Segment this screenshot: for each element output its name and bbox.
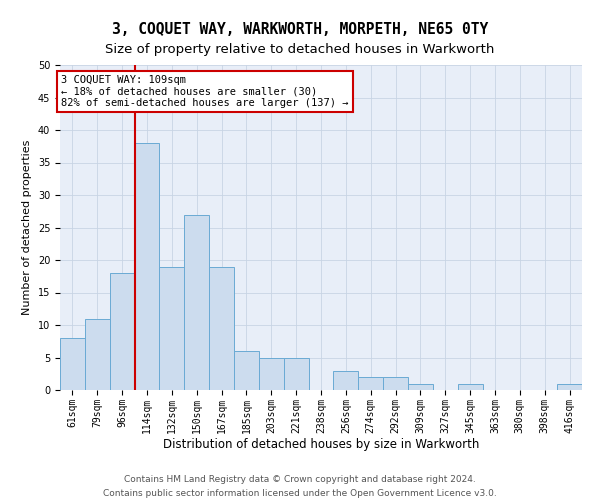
Bar	[259, 358, 284, 390]
Bar	[209, 266, 234, 390]
Text: 3, COQUET WAY, WARKWORTH, MORPETH, NE65 0TY: 3, COQUET WAY, WARKWORTH, MORPETH, NE65 …	[112, 22, 488, 38]
Text: 3 COQUET WAY: 109sqm
← 18% of detached houses are smaller (30)
82% of semi-detac: 3 COQUET WAY: 109sqm ← 18% of detached h…	[61, 74, 349, 108]
Bar	[358, 377, 383, 390]
Text: Contains HM Land Registry data © Crown copyright and database right 2024.
Contai: Contains HM Land Registry data © Crown c…	[103, 476, 497, 498]
X-axis label: Distribution of detached houses by size in Warkworth: Distribution of detached houses by size …	[163, 438, 479, 452]
Bar	[60, 338, 85, 390]
Y-axis label: Number of detached properties: Number of detached properties	[22, 140, 32, 315]
Text: Size of property relative to detached houses in Warkworth: Size of property relative to detached ho…	[106, 42, 494, 56]
Bar	[408, 384, 433, 390]
Bar	[184, 214, 209, 390]
Bar	[234, 351, 259, 390]
Bar	[458, 384, 482, 390]
Bar	[85, 318, 110, 390]
Bar	[134, 143, 160, 390]
Bar	[284, 358, 308, 390]
Bar	[557, 384, 582, 390]
Bar	[383, 377, 408, 390]
Bar	[110, 273, 134, 390]
Bar	[334, 370, 358, 390]
Bar	[160, 266, 184, 390]
